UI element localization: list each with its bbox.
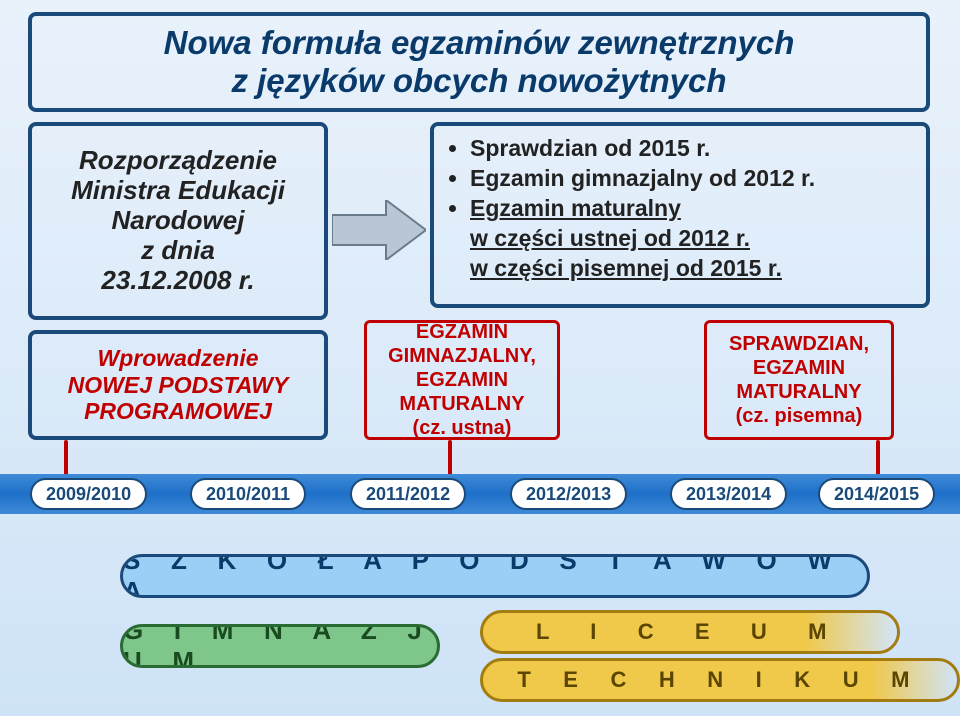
title-line: z języków obcych nowożytnych xyxy=(231,62,726,100)
reg-line: 23.12.2008 r. xyxy=(101,266,254,296)
reg-line: Narodowej xyxy=(112,206,245,236)
arrow-icon xyxy=(332,200,426,260)
reg-line: Ministra Edukacji xyxy=(71,176,285,206)
bullet-item: Egzamin maturalny w części ustnej od 201… xyxy=(470,194,916,254)
reg-line: z dnia xyxy=(141,236,215,266)
intro-line: NOWEJ PODSTAWY xyxy=(68,372,289,398)
bullet-item-part: w części ustnej od 2012 r. xyxy=(470,225,750,251)
connector-line xyxy=(876,440,880,478)
school-bar-technikum: T E C H N I K U M xyxy=(480,658,960,702)
reg-line: Rozporządzenie xyxy=(79,146,277,176)
exam-line: MATURALNY xyxy=(729,380,869,404)
title-line: Nowa formuła egzaminów zewnętrznych xyxy=(164,24,795,62)
year-pill: 2010/2011 xyxy=(190,478,306,510)
exam-left-box: EGZAMIN GIMNAZJALNY, EGZAMIN MATURALNY (… xyxy=(364,320,560,440)
main-title-box: Nowa formuła egzaminów zewnętrznych z ję… xyxy=(28,12,930,112)
exam-right-box: SPRAWDZIAN, EGZAMIN MATURALNY (cz. pisem… xyxy=(704,320,894,440)
bullets-box: Sprawdzian od 2015 r. Egzamin gimnazjaln… xyxy=(430,122,930,308)
school-label: G I M N A Z J U M xyxy=(123,624,437,668)
exam-line: (cz. pisemna) xyxy=(729,404,869,428)
bullet-item-sub: w części pisemnej od 2015 r. xyxy=(470,254,916,284)
intro-line: Wprowadzenie xyxy=(97,345,258,371)
connector-line xyxy=(448,440,452,478)
year-pill: 2014/2015 xyxy=(818,478,935,510)
exam-line: SPRAWDZIAN, xyxy=(729,332,869,356)
exam-line: (cz. ustna) xyxy=(388,416,536,440)
bullet-item: Egzamin gimnazjalny od 2012 r. xyxy=(470,164,916,194)
arrow-shape xyxy=(332,200,426,260)
connector-line xyxy=(64,440,68,478)
exam-line: EGZAMIN xyxy=(388,320,536,344)
school-label: S Z K O Ł A P O D S T A W O W A xyxy=(123,554,867,598)
school-label: T E C H N I K U M xyxy=(517,667,922,693)
regulation-box: Rozporządzenie Ministra Edukacji Narodow… xyxy=(28,122,328,320)
exam-line: MATURALNY xyxy=(388,392,536,416)
year-pill: 2011/2012 xyxy=(350,478,466,510)
school-bar-podstawowa: S Z K O Ł A P O D S T A W O W A xyxy=(120,554,870,598)
year-pill: 2012/2013 xyxy=(510,478,627,510)
intro-line: PROGRAMOWEJ xyxy=(84,398,272,424)
year-pill: 2009/2010 xyxy=(30,478,147,510)
year-pill: 2013/2014 xyxy=(670,478,787,510)
school-bar-gimnazjum: G I M N A Z J U M xyxy=(120,624,440,668)
school-bar-liceum: L I C E U M xyxy=(480,610,900,654)
bullet-item: Sprawdzian od 2015 r. xyxy=(470,134,916,164)
school-label: L I C E U M xyxy=(536,619,844,645)
exam-line: EGZAMIN xyxy=(729,356,869,380)
exam-line: GIMNAZJALNY, xyxy=(388,344,536,368)
exam-line: EGZAMIN xyxy=(388,368,536,392)
bullet-item-part: Egzamin maturalny xyxy=(470,195,681,221)
intro-box: Wprowadzenie NOWEJ PODSTAWY PROGRAMOWEJ xyxy=(28,330,328,440)
